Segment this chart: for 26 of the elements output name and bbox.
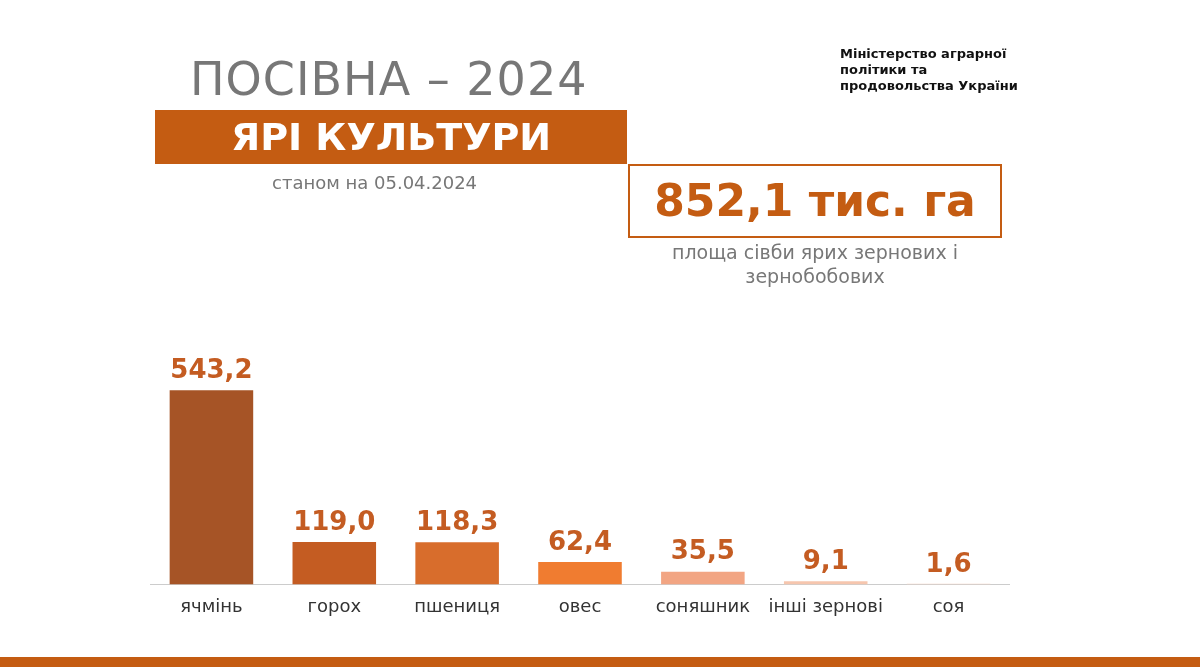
text: Міністерство аграрної політики та продовольства України bbox=[840, 46, 1019, 94]
data-label: 543,2 bbox=[170, 354, 253, 385]
chart-title: ПОСІВНА – 2024 bbox=[190, 52, 588, 106]
x-tick-label: соняшник bbox=[655, 594, 751, 616]
x-tick-label: горох bbox=[307, 594, 362, 616]
bar bbox=[292, 541, 377, 585]
x-tick-label: овес bbox=[558, 594, 602, 616]
text: площа сівби ярих зернових і зернобобових bbox=[671, 240, 959, 288]
data-label: 62,4 bbox=[547, 525, 613, 556]
x-tick-label: ячмінь bbox=[180, 594, 243, 616]
data-label: 119,0 bbox=[293, 505, 376, 536]
data-label: 118,3 bbox=[416, 505, 499, 536]
x-tick-label: пшениця bbox=[414, 594, 501, 616]
bar bbox=[415, 542, 499, 585]
bar bbox=[783, 581, 868, 585]
x-tick-label: соя bbox=[932, 594, 965, 616]
bar bbox=[661, 571, 745, 585]
chart-subtitle: ЯРІ КУЛЬТУРИ bbox=[155, 110, 627, 164]
x-tick-label: інші зернові bbox=[768, 594, 883, 616]
data-label: 35,5 bbox=[670, 535, 735, 566]
bar bbox=[538, 562, 622, 585]
data-label: 1,6 bbox=[925, 547, 972, 578]
text: станом на 05.04.2024 bbox=[272, 172, 478, 193]
bar bbox=[169, 390, 254, 585]
text: 852,1 тис. га bbox=[628, 164, 1002, 238]
data-label: 9,1 bbox=[802, 544, 849, 575]
